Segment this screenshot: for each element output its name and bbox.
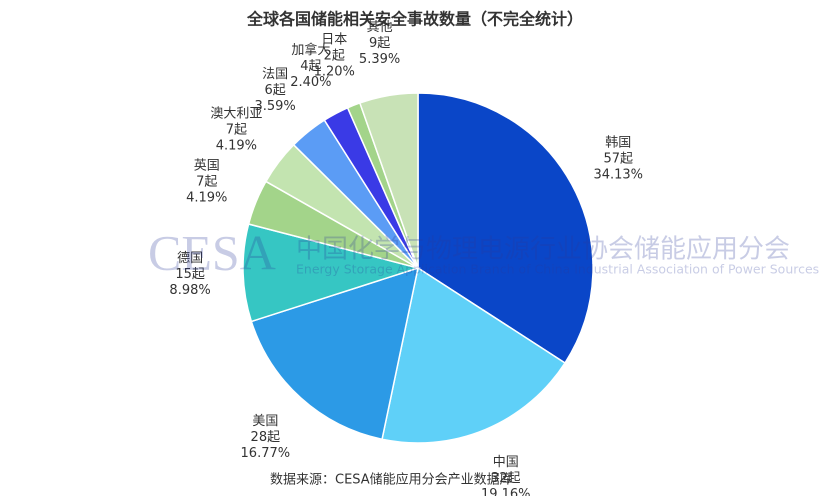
pie-slice: [381, 266, 567, 444]
percent-label: 1.20%: [314, 64, 355, 79]
category-label: 其他: [367, 20, 393, 35]
source: 数据来源：CESA储能应用分会产业数据库: [270, 472, 513, 488]
watermark-name-en: Energy Storage Application Branch of Chi…: [296, 262, 819, 277]
value-label: 28起: [251, 430, 281, 445]
watermark-logo: CESA: [148, 224, 276, 280]
percent-label: 4.19%: [216, 139, 257, 154]
category-label: 韩国: [605, 135, 631, 150]
pie-slice: [242, 223, 421, 323]
value-label: 6起: [264, 83, 285, 98]
pie-slice: [358, 92, 419, 269]
percent-label: 4.19%: [186, 191, 227, 206]
value-label: 9起: [369, 36, 390, 51]
value-label: 4起: [300, 59, 321, 74]
value-label: 2起: [324, 48, 345, 63]
category-label: 美国: [252, 414, 278, 429]
value-label: 7起: [196, 175, 217, 190]
category-label: 澳大利亚: [210, 106, 262, 122]
percent-label: 2.40%: [290, 75, 331, 90]
percent-label: 34.13%: [593, 167, 643, 182]
value-label: 15起: [175, 267, 205, 282]
value-label: 32起: [491, 471, 521, 486]
category-label: 英国: [194, 159, 220, 174]
pie-slice: [250, 266, 419, 441]
category-label: 加拿大: [291, 42, 330, 58]
value-label: 57起: [603, 151, 633, 166]
category-label: 法国: [262, 67, 288, 82]
percent-label: 19.16%: [481, 487, 531, 496]
value-label: 7起: [226, 123, 247, 138]
percent-label: 16.77%: [241, 446, 291, 461]
watermark-name: 中国化学与物理电源行业协会储能应用分会: [296, 235, 790, 265]
category-label: 日本: [321, 32, 347, 47]
chart-title: 全球各国储能相关安全事故数量（不完全统计）: [246, 10, 583, 29]
percent-label: 8.98%: [169, 283, 210, 298]
category-label: 中国: [493, 455, 519, 470]
percent-label: 5.39%: [359, 52, 400, 67]
percent-label: 3.59%: [254, 99, 295, 114]
category-label: 德国: [177, 251, 203, 266]
